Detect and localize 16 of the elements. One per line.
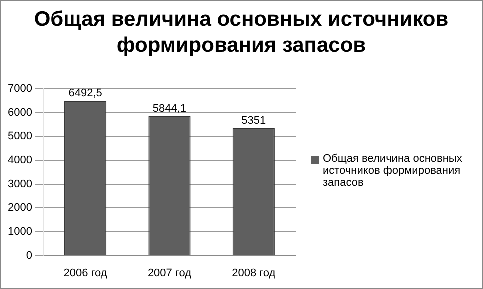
y-tick-label: 5000 xyxy=(8,130,32,143)
data-label: 5844,1 xyxy=(152,103,187,116)
chart-title: Общая величина основных источников формирования запасов xyxy=(33,7,450,59)
data-label: 5351 xyxy=(242,114,266,127)
y-tick-label: 2000 xyxy=(8,202,32,214)
x-tick-label: 2008 год xyxy=(232,267,276,280)
y-tick-label: 1000 xyxy=(8,226,32,238)
x-tick-label: 2006 год xyxy=(64,267,108,280)
legend-label: Общая величина основных источников формирования запасов xyxy=(323,153,464,189)
x-tick-label: 2007 год xyxy=(148,267,192,280)
y-tick-label: 3000 xyxy=(8,178,32,190)
data-label: 6492,5 xyxy=(68,88,102,100)
y-tick-label: 4000 xyxy=(8,154,32,167)
y-tick-label: 6000 xyxy=(8,106,32,119)
y-tick-label: 7000 xyxy=(8,83,32,96)
y-tick-label: 0 xyxy=(26,250,32,262)
